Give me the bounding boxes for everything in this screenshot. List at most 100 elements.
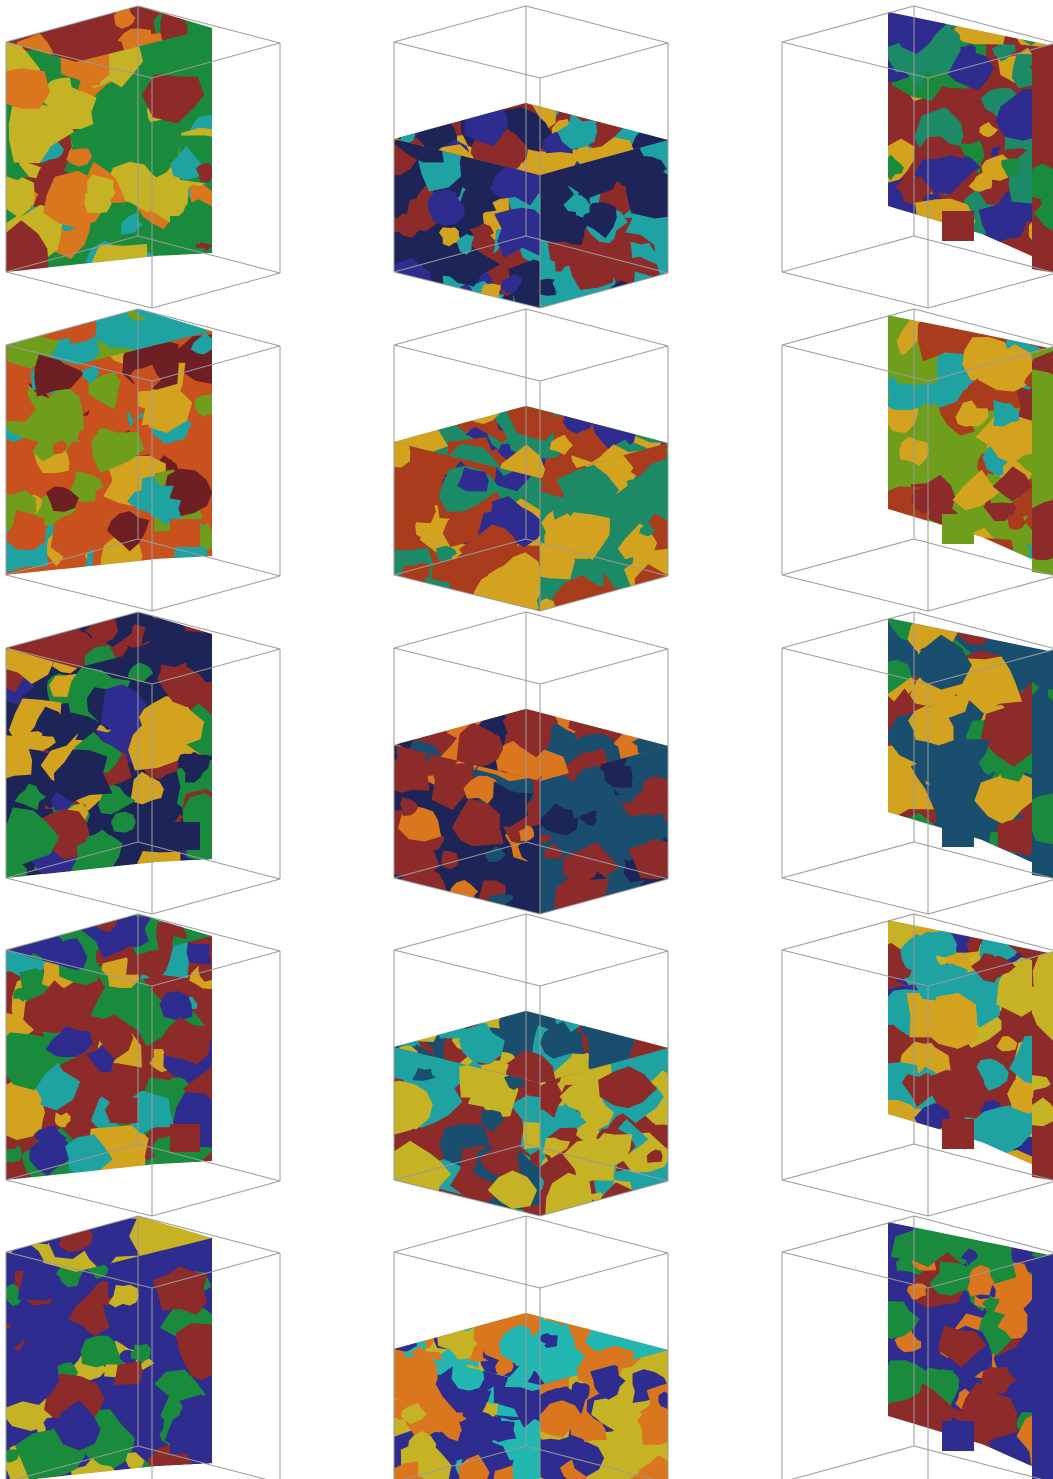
grain-region bbox=[888, 1360, 924, 1404]
grain-region bbox=[522, 1121, 540, 1150]
grain-region bbox=[111, 811, 136, 833]
grain-region bbox=[25, 472, 46, 492]
grain-region bbox=[130, 771, 164, 805]
grain-region bbox=[394, 1011, 443, 1042]
grain-region bbox=[175, 1323, 212, 1376]
grain-region bbox=[938, 1325, 987, 1368]
grain-region bbox=[84, 190, 112, 214]
grain-region bbox=[177, 334, 212, 385]
inlet-stub bbox=[942, 1421, 974, 1451]
grain-region bbox=[993, 400, 1020, 427]
grain-region bbox=[888, 1062, 927, 1116]
grain-region bbox=[609, 406, 668, 438]
grain-region bbox=[514, 149, 581, 175]
grain-region bbox=[459, 1062, 499, 1098]
grain-region bbox=[495, 1357, 514, 1378]
inlet-stub bbox=[942, 817, 974, 847]
grain-region bbox=[107, 315, 148, 350]
grain-region bbox=[601, 709, 668, 734]
grain-region bbox=[1013, 920, 1053, 945]
grain-region bbox=[88, 372, 121, 410]
grain-region bbox=[394, 1320, 419, 1352]
grain-region bbox=[168, 1160, 202, 1180]
grain-region bbox=[631, 1011, 668, 1047]
bounding-box-wireframe bbox=[393, 5, 669, 309]
grain-region bbox=[121, 212, 144, 235]
grain-region bbox=[1001, 158, 1021, 176]
bounding-box-wireframe bbox=[781, 308, 1053, 612]
grain-region bbox=[627, 837, 668, 880]
grain-region bbox=[96, 1014, 134, 1060]
grain-region bbox=[1032, 1268, 1053, 1313]
grain-region bbox=[902, 827, 949, 872]
grain-region bbox=[917, 315, 973, 362]
grain-region bbox=[159, 247, 209, 272]
grain-region bbox=[512, 156, 544, 175]
grain-region bbox=[86, 1257, 109, 1279]
inlet-stub bbox=[942, 514, 974, 544]
bounding-box-wireframe bbox=[781, 611, 1053, 915]
panel-row5-side-section bbox=[5, 1215, 281, 1479]
grain-region bbox=[646, 1149, 663, 1163]
grain-region bbox=[571, 1441, 605, 1477]
panel-row2-horizontal-section bbox=[393, 308, 669, 612]
grain-region bbox=[54, 1112, 71, 1128]
grain-region bbox=[85, 614, 119, 643]
grain-region bbox=[1034, 758, 1053, 794]
grain-region bbox=[439, 227, 462, 247]
grain-region bbox=[996, 1036, 1018, 1052]
grain-region bbox=[186, 942, 212, 965]
panel-row3-side-section bbox=[5, 611, 281, 915]
grain-region bbox=[981, 246, 1030, 266]
grain-region bbox=[25, 731, 44, 745]
front-left-face bbox=[394, 1349, 540, 1479]
grain-region bbox=[54, 1400, 101, 1451]
grain-region bbox=[525, 1204, 540, 1216]
grain-region bbox=[936, 1146, 999, 1174]
grain-region bbox=[6, 612, 30, 635]
grain-region bbox=[50, 91, 97, 130]
grain-region bbox=[394, 884, 427, 914]
grain-region bbox=[924, 992, 978, 1049]
panel-row4-side-section bbox=[5, 913, 281, 1217]
grain-region bbox=[394, 107, 410, 123]
grain-region bbox=[571, 1381, 590, 1402]
grain-region bbox=[394, 1313, 435, 1344]
grain-region bbox=[621, 503, 655, 528]
bounding-box-wireframe bbox=[781, 1215, 1053, 1479]
inlet-stub bbox=[942, 1119, 974, 1149]
grain-region bbox=[487, 1170, 538, 1209]
grain-region bbox=[890, 1222, 957, 1267]
grain-region bbox=[427, 188, 465, 226]
grain-region bbox=[922, 71, 938, 88]
grain-region bbox=[455, 180, 498, 219]
grain-region bbox=[190, 332, 212, 355]
grain-region bbox=[180, 612, 212, 633]
grain-region bbox=[149, 494, 182, 525]
grain-region bbox=[540, 803, 579, 836]
grain-region bbox=[888, 1301, 920, 1339]
grain-region bbox=[480, 1109, 505, 1132]
grain-region bbox=[68, 471, 104, 502]
grain-region bbox=[463, 775, 499, 805]
grain-region bbox=[487, 552, 540, 599]
grain-region bbox=[911, 1323, 935, 1342]
grain-region bbox=[402, 1028, 418, 1047]
grain-region bbox=[914, 1103, 950, 1131]
grain-region bbox=[958, 739, 990, 763]
grain-region bbox=[53, 749, 113, 803]
grain-region bbox=[452, 798, 504, 847]
grain-region bbox=[540, 1400, 583, 1438]
grain-region bbox=[952, 469, 1000, 511]
grain-region bbox=[195, 163, 212, 183]
grain-region bbox=[1007, 515, 1027, 530]
panel-row4-back-section bbox=[781, 913, 1053, 1217]
grain-region bbox=[914, 155, 966, 194]
grain-region bbox=[194, 394, 212, 417]
grain-region bbox=[90, 978, 166, 1026]
grain-region bbox=[394, 217, 403, 233]
grain-region bbox=[636, 884, 668, 914]
grain-region bbox=[978, 200, 1027, 245]
grain-region bbox=[394, 1080, 433, 1130]
grain-region bbox=[444, 242, 501, 287]
